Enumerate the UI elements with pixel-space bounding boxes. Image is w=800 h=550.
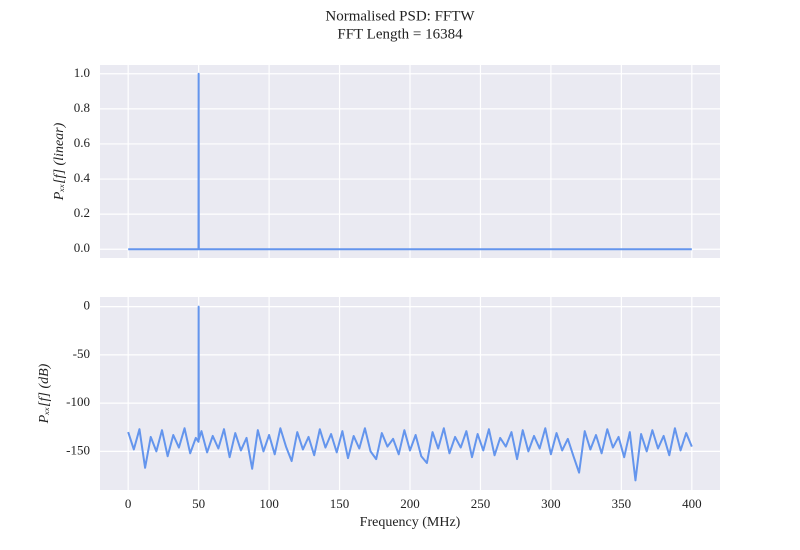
y-tick-label: 0 [84, 298, 91, 313]
x-axis-label: Frequency (MHz) [360, 515, 461, 530]
x-tick-label: 50 [192, 496, 205, 511]
psd-line [128, 72, 692, 251]
y-tick-label: 0.0 [74, 240, 90, 255]
y-tick-label: -150 [66, 442, 90, 457]
y-tick-label: 0.8 [74, 100, 90, 115]
x-tick-label: 350 [612, 496, 632, 511]
y-tick-label: 0.2 [74, 205, 90, 220]
psd-line [127, 305, 693, 482]
x-tick-label: 250 [471, 496, 491, 511]
y-tick-label: -100 [66, 394, 90, 409]
y-axis-label: Pₓₓ[f] (linear) [52, 122, 67, 201]
x-tick-label: 400 [682, 496, 702, 511]
x-tick-label: 200 [400, 496, 420, 511]
figure-subtitle: FFT Length = 16384 [337, 26, 463, 42]
x-tick-label: 100 [259, 496, 279, 511]
y-tick-label: 0.4 [74, 170, 91, 185]
y-tick-label: 1.0 [74, 65, 90, 80]
x-tick-label: 300 [541, 496, 561, 511]
y-axis-label: Pₓₓ[f] (dB) [37, 363, 52, 424]
y-tick-label: 0.6 [74, 135, 91, 150]
x-tick-label: 150 [330, 496, 350, 511]
x-tick-label: 0 [125, 496, 132, 511]
figure-title: Normalised PSD: FFTW [325, 8, 475, 24]
y-tick-label: -50 [73, 346, 90, 361]
